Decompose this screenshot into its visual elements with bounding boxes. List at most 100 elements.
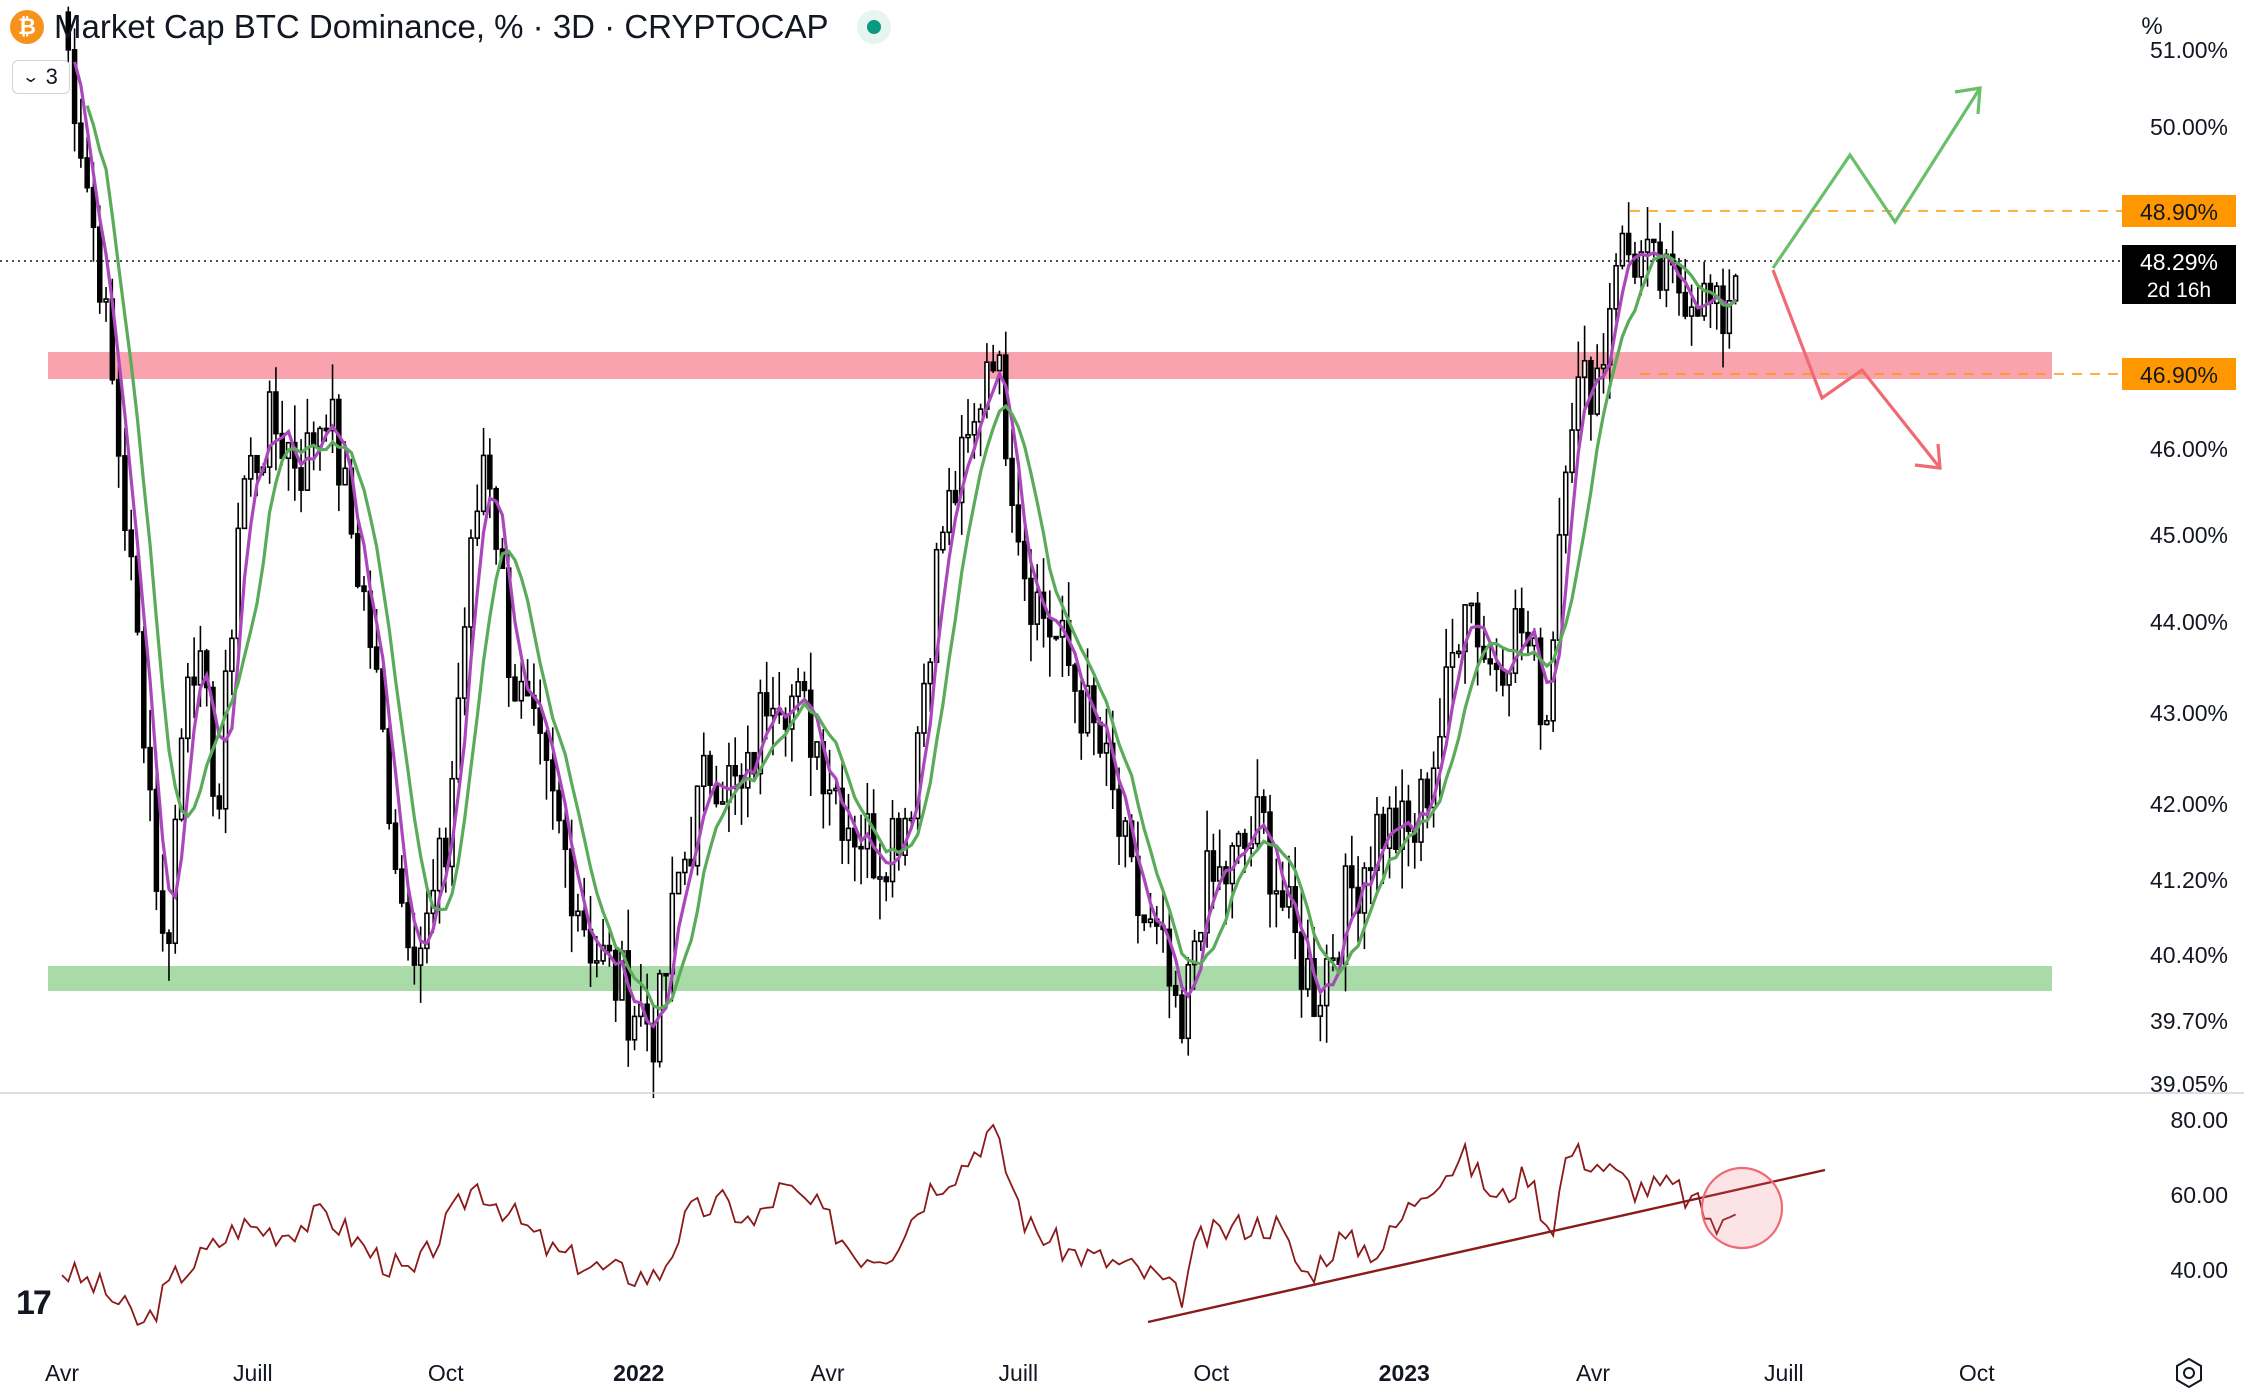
- price-axis[interactable]: 51.00% 50.00% 46.00% 45.00% 44.00% 43.00% 42.0…: [2150, 37, 2228, 1097]
- candle: [1084, 685, 1091, 734]
- candle: [1015, 504, 1022, 543]
- current-price-label: 48.29%: [2140, 249, 2218, 275]
- market-status-icon[interactable]: [856, 10, 891, 44]
- candle: [399, 868, 405, 904]
- candle: [128, 529, 134, 558]
- candle: [675, 871, 682, 895]
- candle: [354, 533, 361, 587]
- candle: [1147, 918, 1154, 924]
- candle: [1367, 867, 1374, 872]
- candle: [518, 680, 525, 702]
- candle: [1726, 299, 1733, 335]
- candle: [914, 732, 921, 820]
- candle: [1021, 540, 1028, 580]
- candle: [826, 789, 833, 795]
- candle: [1418, 778, 1424, 843]
- time-tick-label: 2023: [1379, 1360, 1430, 1386]
- candle: [1512, 608, 1519, 674]
- candle: [90, 186, 97, 228]
- time-tick-label: Oct: [1193, 1360, 1229, 1386]
- candle: [298, 467, 304, 491]
- candle: [84, 157, 90, 189]
- time-axis[interactable]: Avr Juill Oct 2022 Avr Juill Oct 2023 Avr Juill Oc…: [45, 1360, 1995, 1386]
- price-tick-label: 44.00%: [2150, 609, 2228, 635]
- indicator-count: 3: [45, 64, 58, 89]
- candle: [1260, 796, 1267, 813]
- candle: [417, 947, 424, 966]
- candle: [1732, 275, 1739, 302]
- time-tick-label: Avr: [1576, 1360, 1610, 1386]
- rsi-breakdown-highlight: [1700, 1166, 1784, 1250]
- candle: [1235, 832, 1242, 847]
- candle: [1210, 850, 1217, 882]
- candle: [1191, 940, 1198, 966]
- price-tick-label: 50.00%: [2150, 114, 2228, 140]
- candle: [1323, 958, 1330, 1007]
- candle: [543, 732, 550, 761]
- chart-title: Market Cap BTC Dominance, % · 3D · CRYPT…: [54, 8, 829, 45]
- candle: [1544, 719, 1550, 726]
- candle: [883, 876, 889, 883]
- candle: [562, 819, 569, 851]
- candle: [1273, 890, 1280, 895]
- candle: [839, 787, 845, 841]
- candle: [682, 858, 688, 874]
- indicators-toggle-button[interactable]: ⌄ 3: [12, 60, 70, 94]
- candle: [1053, 635, 1059, 640]
- candle: [1600, 364, 1607, 370]
- candle: [707, 754, 713, 786]
- candle: [1028, 577, 1034, 625]
- candle: [97, 226, 103, 303]
- candle: [1506, 672, 1512, 686]
- tradingview-logo-icon[interactable]: 17: [16, 1284, 52, 1322]
- price-tick-label: 41.20%: [2150, 867, 2228, 893]
- candle: [1625, 232, 1632, 256]
- candle: [185, 676, 191, 740]
- candle: [178, 737, 185, 821]
- ma-fast-line: [73, 61, 1737, 1029]
- price-tick-label: 51.00%: [2150, 37, 2228, 63]
- candle: [1166, 928, 1173, 987]
- candle: [864, 813, 871, 850]
- candle: [694, 785, 701, 867]
- candle: [631, 1015, 638, 1041]
- candle: [1242, 832, 1248, 849]
- candle: [512, 676, 518, 702]
- rsi-panel: [61, 1123, 1736, 1326]
- candle: [336, 398, 342, 486]
- time-tick-label: Juill: [233, 1360, 273, 1386]
- price-tick-label: 42.00%: [2150, 791, 2228, 817]
- candle: [411, 946, 418, 966]
- candles-group: [65, 6, 1739, 1099]
- candle: [1518, 608, 1525, 634]
- settings-icon[interactable]: [2172, 1356, 2206, 1390]
- candle: [216, 795, 223, 810]
- candle: [1468, 602, 1475, 607]
- bullish-scenario-arrow: [1771, 87, 1982, 269]
- candle: [757, 692, 764, 775]
- candle: [1619, 232, 1626, 267]
- candle: [1034, 591, 1040, 625]
- candle: [71, 49, 78, 125]
- candle: [1172, 984, 1179, 996]
- time-tick-label: Avr: [810, 1360, 844, 1386]
- candle: [1198, 931, 1204, 943]
- candle: [958, 436, 965, 504]
- support-zone: [48, 966, 2052, 991]
- candle: [1443, 666, 1449, 738]
- resistance-zone: [48, 352, 2052, 379]
- candle: [1537, 637, 1544, 726]
- candle: [273, 391, 279, 435]
- candle: [807, 689, 814, 758]
- candle: [732, 765, 738, 777]
- candle: [455, 697, 462, 780]
- candle: [606, 944, 613, 952]
- price-tick-label: 40.40%: [2150, 942, 2228, 968]
- chevron-down-icon: ⌄: [21, 69, 41, 86]
- rsi-tick-label: 60.00: [2170, 1182, 2228, 1208]
- candle: [166, 932, 172, 945]
- price-tick-label: 39.05%: [2150, 1071, 2228, 1097]
- candle: [468, 537, 474, 628]
- bearish-arrowhead: [1914, 443, 1942, 470]
- candle: [254, 454, 260, 474]
